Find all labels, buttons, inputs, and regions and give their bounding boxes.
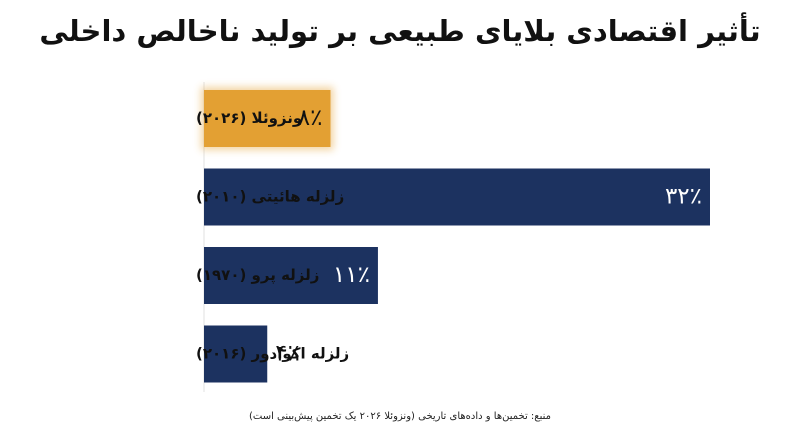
source-note: منبع: تخمین‌ها و داده‌های تاریخی (ونزوئل… [248,411,552,422]
category-label-0: ونزوئلا (۲۰۲۶) [196,109,302,127]
value-label-3: ۴٪ [275,341,300,367]
value-label-2: ۱۱٪ [333,262,370,288]
bars-layer: ونزوئلا (۲۰۲۶)۸٪ زلزله هائیتی (۲۰۱۰) ۳۲٪ زل… [196,87,710,383]
chart-title: تأثیر اقتصادی بلایای طبیعی بر تولید ناخا… [39,14,761,48]
value-label-0: ۸٪ [298,105,323,131]
bar-2 [204,247,378,304]
bar-1 [204,168,710,226]
value-label-1: ۳۲٪ [665,184,702,210]
category-label-1: زلزله هائیتی (۲۰۱۰) [196,188,344,206]
bar-3 [204,325,268,383]
category-label-3: زلزله اکوادور (۲۰۱۶) [196,345,349,363]
category-label-2: زلزله پرو (۱۹۷۰) [196,266,319,285]
bar-0 [204,90,331,147]
